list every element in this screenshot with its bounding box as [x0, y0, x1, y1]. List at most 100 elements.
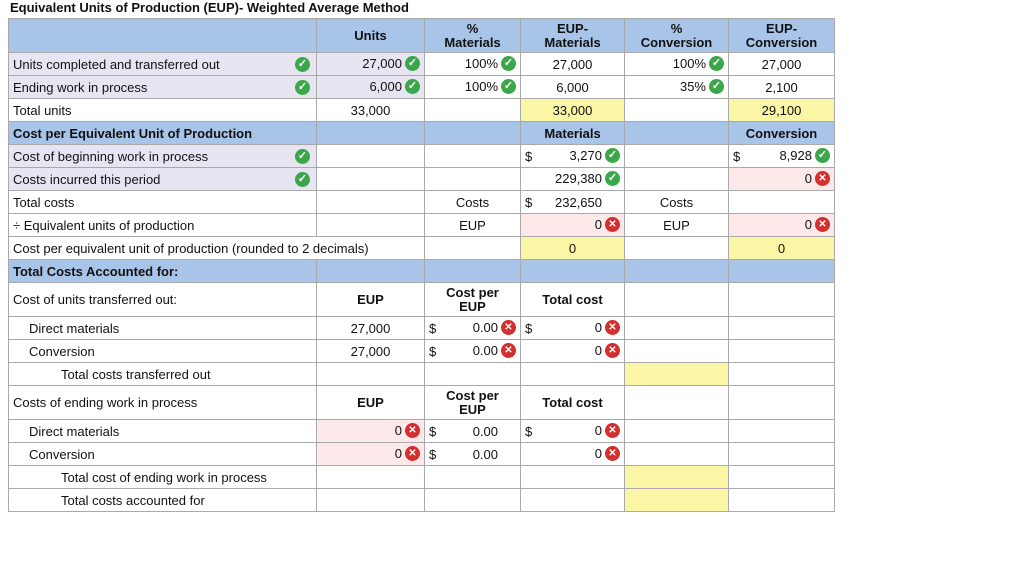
row-transferred-header: Cost of units transferred out: EUP Cost … — [8, 282, 835, 317]
check-circle-icon: ✓ — [405, 56, 420, 72]
empty-cell — [624, 282, 729, 317]
ending-conv-cpe: $0.00 — [424, 442, 521, 466]
total-conv-costs — [728, 190, 835, 214]
row-total-accounted: Total costs accounted for — [8, 488, 835, 512]
dollar-sign: $ — [429, 321, 437, 336]
pct-conv-completed-input[interactable]: 100% ✓ — [624, 52, 729, 76]
x-circle-icon: ✕ — [501, 320, 516, 336]
transferred-dm-total-input[interactable]: $0 ✕ — [520, 316, 625, 340]
x-circle-icon: ✕ — [605, 423, 620, 439]
row-transferred-conversion: Conversion 27,000 $0.00 ✕ 0 ✕ — [8, 339, 835, 363]
x-circle-icon: ✕ — [605, 217, 620, 233]
empty-cell — [728, 419, 835, 443]
header-blank — [8, 18, 317, 53]
dollar-sign: $ — [733, 149, 741, 164]
transferred-conv-total-input[interactable]: 0 ✕ — [520, 339, 625, 363]
label-units-completed[interactable]: Units completed and transferred out ✓ — [8, 52, 317, 76]
eup-word-conversion: EUP — [624, 213, 729, 237]
label-total-accounted: Total costs accounted for — [8, 488, 317, 512]
check-circle-icon: ✓ — [501, 79, 516, 95]
empty-cell — [624, 442, 729, 466]
dollar-sign: $ — [525, 195, 533, 210]
label-total-units: Total units — [8, 98, 317, 122]
empty-cell — [728, 339, 835, 363]
row-ending-dm: Direct materials 0 ✕ $0.00 $0 ✕ — [8, 419, 835, 443]
incurred-mat-cost-input[interactable]: 229,380 ✓ — [520, 167, 625, 191]
beginning-conv-cost-input[interactable]: $8,928 ✓ — [728, 144, 835, 168]
check-circle-icon: ✓ — [709, 56, 724, 72]
empty-cell — [316, 259, 425, 283]
row-transferred-dm: Direct materials 27,000 $0.00 ✕ $0 ✕ — [8, 316, 835, 340]
eup-mat-completed: 27,000 — [520, 52, 625, 76]
check-circle-icon: ✓ — [295, 80, 310, 95]
x-circle-icon: ✕ — [501, 343, 516, 359]
empty-cell — [624, 259, 729, 283]
label-total-costs: Total costs — [8, 190, 317, 214]
row-beginning-wip-cost: Cost of beginning work in process ✓ $3,27… — [8, 144, 835, 168]
check-circle-icon: ✓ — [815, 148, 830, 164]
empty-cell — [424, 465, 521, 489]
col-label-materials: Materials — [520, 121, 625, 145]
empty-cell — [728, 259, 835, 283]
empty-cell — [728, 282, 835, 317]
pct-mat-completed-input[interactable]: 100% ✓ — [424, 52, 521, 76]
header-eup-materials: EUP- Materials — [520, 18, 625, 53]
header-eup-conversion: EUP- Conversion — [728, 18, 835, 53]
label-transferred-out: Cost of units transferred out: — [8, 282, 317, 317]
empty-cell — [624, 121, 729, 145]
label-beginning-wip-cost[interactable]: Cost of beginning work in process ✓ — [8, 144, 317, 168]
empty-cell — [316, 190, 425, 214]
x-circle-icon: ✕ — [815, 171, 830, 187]
eup-conv-input[interactable]: 0 ✕ — [728, 213, 835, 237]
header-pct-conversion: % Conversion — [624, 18, 729, 53]
units-completed-input[interactable]: 27,000 ✓ — [316, 52, 425, 76]
label-costs-incurred[interactable]: Costs incurred this period ✓ — [8, 167, 317, 191]
section-label-cost-per-eup: Cost per Equivalent Unit of Production — [8, 121, 317, 145]
empty-cell — [316, 144, 425, 168]
total-units: 33,000 — [316, 98, 425, 122]
ending-conv-total-input[interactable]: 0 ✕ — [520, 442, 625, 466]
ending-dm-cpe: $0.00 — [424, 419, 521, 443]
section-cost-per-eup: Cost per Equivalent Unit of Production M… — [8, 121, 835, 145]
label-cost-per-eup: Cost per equivalent unit of production (… — [8, 236, 425, 260]
ending-conv-eup-input[interactable]: 0 ✕ — [316, 442, 425, 466]
empty-cell — [424, 167, 521, 191]
empty-cell — [316, 167, 425, 191]
col-label-conversion: Conversion — [728, 121, 835, 145]
empty-cell — [424, 121, 521, 145]
label-ending-dm: Direct materials — [8, 419, 317, 443]
incurred-conv-cost-input[interactable]: 0 ✕ — [728, 167, 835, 191]
empty-cell — [424, 98, 521, 122]
pct-mat-ending-input[interactable]: 100% ✓ — [424, 75, 521, 99]
check-circle-icon: ✓ — [605, 148, 620, 164]
dollar-sign: $ — [525, 149, 533, 164]
row-ending-conversion: Conversion 0 ✕ $0.00 0 ✕ — [8, 442, 835, 466]
label-ending-costs: Costs of ending work in process — [8, 385, 317, 420]
label-ending-wip[interactable]: Ending work in process ✓ — [8, 75, 317, 99]
transferred-conv-cpe: $0.00 ✕ — [424, 339, 521, 363]
eup-mat-input[interactable]: 0 ✕ — [520, 213, 625, 237]
label-ending-conversion: Conversion — [8, 442, 317, 466]
eup-word-materials: EUP — [424, 213, 521, 237]
empty-cell — [728, 442, 835, 466]
ending-dm-eup-input[interactable]: 0 ✕ — [316, 419, 425, 443]
ending-dm-total-input[interactable]: $0 ✕ — [520, 419, 625, 443]
row-total-ending: Total cost of ending work in process — [8, 465, 835, 489]
empty-cell — [728, 385, 835, 420]
empty-cell — [424, 362, 521, 386]
units-ending-input[interactable]: 6,000 ✓ — [316, 75, 425, 99]
header-pct-materials: % Materials — [424, 18, 521, 53]
empty-cell — [520, 465, 625, 489]
pct-conv-ending-input[interactable]: 35% ✓ — [624, 75, 729, 99]
empty-cell — [424, 144, 521, 168]
dollar-sign: $ — [429, 344, 437, 359]
row-ending-wip: Ending work in process ✓ 6,000 ✓ 100% ✓ 6,0… — [8, 75, 835, 99]
empty-cell — [728, 362, 835, 386]
beginning-mat-cost-input[interactable]: $3,270 ✓ — [520, 144, 625, 168]
dollar-sign: $ — [525, 424, 533, 439]
row-total-costs: Total costs Costs $232,650 Costs — [8, 190, 835, 214]
header-units: Units — [316, 18, 425, 53]
col-label-eup: EUP — [316, 385, 425, 420]
check-circle-icon: ✓ — [295, 172, 310, 187]
label-divide-eup: ÷ Equivalent units of production — [8, 213, 317, 237]
